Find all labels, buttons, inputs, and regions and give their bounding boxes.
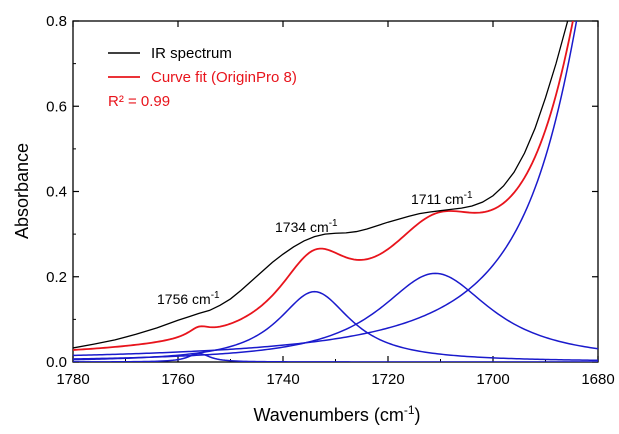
- peak-label-1734: 1734 cm-1: [275, 218, 338, 235]
- y-tick-label: 0.8: [46, 13, 67, 30]
- r-squared-label: R² = 0.99: [108, 93, 170, 110]
- ir-spectrum-line: [73, 21, 569, 349]
- component-peak-1756: [73, 352, 598, 362]
- x-axis-title: Wavenumbers (cm-1): [253, 403, 420, 425]
- x-tick-label: 1760: [161, 371, 194, 388]
- peak-label-1711: 1711 cm-1: [411, 190, 473, 207]
- x-tick-label: 1740: [266, 371, 299, 388]
- y-tick-label: 0.6: [46, 98, 67, 115]
- y-tick-label: 0.4: [46, 184, 67, 201]
- legend-label-ir-spectrum: IR spectrum: [151, 45, 232, 62]
- peak-label-1756: 1756 cm-1: [157, 290, 220, 307]
- x-tick-label: 1700: [476, 371, 509, 388]
- fit-components: [73, 21, 598, 362]
- axis-tick-labels: 1780 1760 1740 1720 1700 1680 0.0 0.2 0.4 0.6 0.8: [46, 13, 615, 388]
- x-tick-label: 1780: [56, 371, 89, 388]
- x-tick-label: 1680: [581, 371, 614, 388]
- legend: IR spectrum Curve fit (OriginPro 8) R² =…: [108, 45, 297, 110]
- x-tick-label: 1720: [371, 371, 404, 388]
- legend-label-curve-fit: Curve fit (OriginPro 8): [151, 69, 297, 86]
- y-tick-label: 0.0: [46, 354, 67, 371]
- component-peak-1711: [73, 272, 598, 360]
- y-axis-title: Absorbance: [12, 143, 32, 239]
- curve-fit-line: [73, 21, 574, 351]
- y-tick-label: 0.2: [46, 269, 67, 286]
- component-peak-1675: [73, 21, 578, 357]
